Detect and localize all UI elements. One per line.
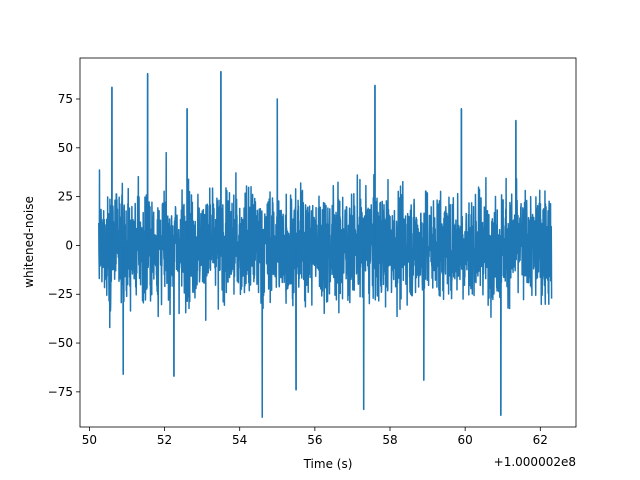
x-tick-label: 54 [232,433,247,447]
y-tick-label: −50 [48,336,73,350]
x-tick-label: 56 [307,433,322,447]
x-tick-label: 50 [82,433,97,447]
x-tick-label: 52 [157,433,172,447]
y-tick-label: 75 [58,92,73,106]
x-tick-label: 62 [533,433,548,447]
series-group [98,70,553,418]
y-axis-label: whitened-noise [22,196,36,288]
y-tick-label: 50 [58,141,73,155]
y-tick-label: 0 [65,238,73,252]
y-tick-label: −75 [48,385,73,399]
x-tick-label: 60 [458,433,473,447]
y-tick-label: −25 [48,287,73,301]
y-axis: −75 −50 −25 0 25 50 75 [48,92,80,399]
x-tick-label: 58 [382,433,397,447]
x-offset-label: +1.000002e8 [494,455,576,469]
y-tick-label: 25 [58,190,73,204]
x-axis-label: Time (s) [303,457,353,471]
x-axis: 50 52 54 56 58 60 62 [82,427,548,447]
plot-frame [79,57,577,428]
